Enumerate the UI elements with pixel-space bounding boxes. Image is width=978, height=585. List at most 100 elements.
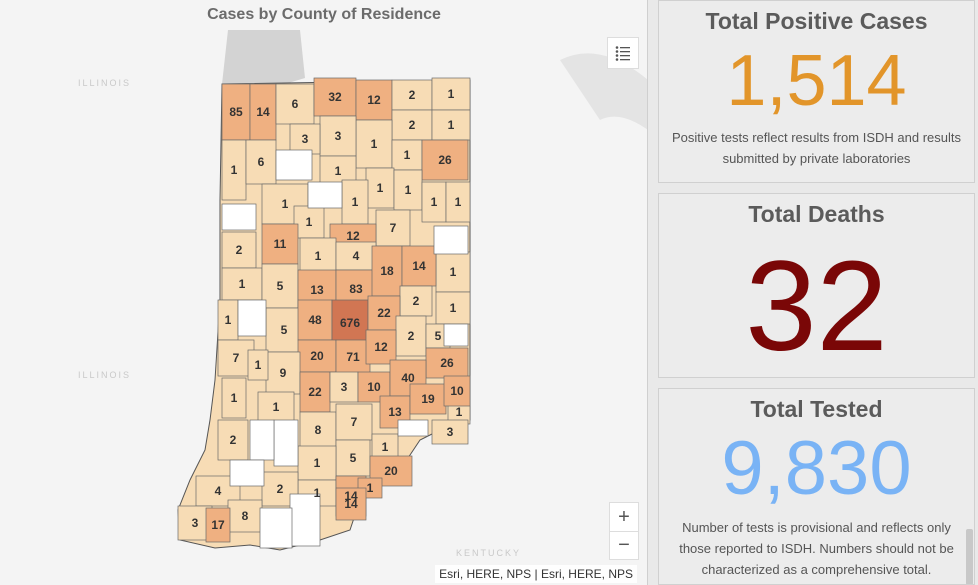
county-region[interactable] <box>421 181 447 223</box>
county-count-label: 8 <box>315 423 322 437</box>
list-icon <box>615 46 630 61</box>
county-count-label: 12 <box>367 93 381 107</box>
legend-button[interactable] <box>607 37 639 69</box>
county-count-label: 1 <box>225 313 232 327</box>
total-positive-value: 1,514 <box>726 41 907 121</box>
county-region[interactable] <box>297 339 337 373</box>
county-region[interactable] <box>299 371 331 413</box>
county-region-no-cases[interactable] <box>237 299 267 337</box>
county-region-no-cases[interactable] <box>397 419 429 437</box>
county-region[interactable] <box>391 139 423 171</box>
county-count-label: 22 <box>308 385 322 399</box>
county-region[interactable] <box>275 83 315 125</box>
county-region[interactable] <box>355 79 393 121</box>
county-region-no-cases[interactable] <box>229 459 265 487</box>
county-region[interactable] <box>245 139 277 185</box>
county-count-label: 1 <box>377 181 384 195</box>
total-deaths-value: 32 <box>745 235 888 378</box>
county-count-label: 3 <box>447 425 454 439</box>
county-region-no-cases[interactable] <box>249 419 275 461</box>
county-region[interactable] <box>369 455 413 487</box>
county-count-label: 1 <box>335 164 342 178</box>
county-count-label: 2 <box>236 243 243 257</box>
county-region[interactable] <box>335 339 371 375</box>
county-count-label: 1 <box>231 391 238 405</box>
county-region[interactable] <box>247 349 269 381</box>
county-count-label: 10 <box>367 380 381 394</box>
county-count-label: 48 <box>308 313 322 327</box>
county-region-no-cases[interactable] <box>433 225 469 255</box>
county-region[interactable] <box>365 329 397 365</box>
county-region[interactable] <box>409 383 447 415</box>
county-count-label: 7 <box>233 351 240 365</box>
county-count-label: 18 <box>380 264 394 278</box>
county-count-label: 1 <box>455 195 462 209</box>
county-count-label: 2 <box>230 433 237 447</box>
zoom-in-button[interactable]: + <box>618 505 630 528</box>
panel-scrollbar[interactable] <box>966 529 973 584</box>
county-region[interactable] <box>425 347 469 379</box>
county-count-label: 83 <box>349 282 363 296</box>
county-count-label: 8 <box>242 509 249 523</box>
county-region[interactable] <box>431 419 469 445</box>
county-region[interactable] <box>431 77 471 111</box>
county-region[interactable] <box>205 507 231 543</box>
county-region[interactable] <box>297 299 333 341</box>
county-region[interactable] <box>375 209 411 247</box>
county-region[interactable] <box>227 499 263 533</box>
county-region-no-cases[interactable] <box>273 419 299 467</box>
total-positive-description: Positive tests reflect results from ISDH… <box>672 130 961 166</box>
county-region[interactable] <box>355 119 393 169</box>
total-positive-title: Total Positive Cases <box>705 8 928 34</box>
county-count-label: 17 <box>211 518 225 532</box>
county-count-label: 1 <box>255 358 262 372</box>
county-region[interactable] <box>221 139 247 201</box>
county-region-no-cases[interactable] <box>307 181 343 209</box>
county-region[interactable] <box>257 391 295 423</box>
county-region-no-cases[interactable] <box>443 323 469 347</box>
zoom-controls: + − <box>609 502 639 560</box>
zoom-out-button[interactable]: − <box>610 531 638 559</box>
county-region[interactable] <box>443 375 471 407</box>
county-count-label: 22 <box>377 306 391 320</box>
county-region-no-cases[interactable] <box>275 149 313 181</box>
county-region[interactable] <box>221 377 247 419</box>
county-region[interactable] <box>401 245 437 287</box>
county-region[interactable] <box>221 83 251 141</box>
county-count-label: 3 <box>192 516 199 530</box>
county-count-label: 2 <box>413 294 420 308</box>
county-count-label: 26 <box>438 153 452 167</box>
county-region-no-cases[interactable] <box>259 507 293 549</box>
map-panel[interactable]: 85 14 6 32 12 2 1 2 1 1 3 3 1 26 1 6 1 1 1 1 1 1 1 1 7 12 2 11 1 4 1 1 5… <box>0 0 648 585</box>
county-count-label: 1 <box>450 265 457 279</box>
county-count-label: 85 <box>229 105 243 119</box>
county-count-label: 1 <box>371 137 378 151</box>
county-region[interactable] <box>391 79 433 111</box>
county-region-no-cases[interactable] <box>289 493 321 547</box>
total-tested-panel[interactable]: Total Tested 9,830 Number of tests is pr… <box>658 388 975 585</box>
county-region[interactable] <box>391 109 433 141</box>
county-region[interactable] <box>319 115 357 157</box>
county-region[interactable] <box>261 223 299 265</box>
county-region[interactable] <box>365 167 395 209</box>
county-region[interactable] <box>335 241 377 271</box>
county-region[interactable] <box>393 169 423 211</box>
county-count-label: 3 <box>335 129 342 143</box>
county-count-label: 13 <box>388 405 402 419</box>
county-region[interactable] <box>335 403 373 441</box>
county-region[interactable] <box>435 291 471 325</box>
county-region[interactable] <box>299 411 337 449</box>
county-region[interactable] <box>367 295 401 331</box>
county-region[interactable] <box>421 139 469 181</box>
county-region[interactable] <box>329 371 359 403</box>
county-region[interactable] <box>299 237 337 275</box>
county-count-label: 14 <box>344 497 358 511</box>
county-region[interactable] <box>221 267 263 301</box>
map-title: Cases by County of Residence <box>207 6 441 23</box>
county-region[interactable] <box>445 181 471 223</box>
total-tested-value: 9,830 <box>721 426 912 511</box>
county-region[interactable] <box>335 487 367 521</box>
county-count-label: 3 <box>341 380 348 394</box>
county-region-no-cases[interactable] <box>221 203 257 231</box>
